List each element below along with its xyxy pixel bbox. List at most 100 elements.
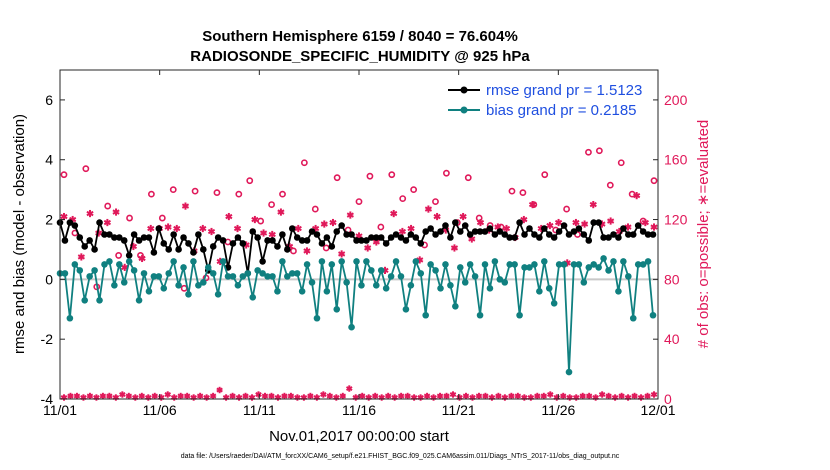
data-point-bias bbox=[155, 273, 163, 280]
obs-evaluated-marker bbox=[378, 394, 385, 401]
data-point-bias bbox=[116, 261, 123, 268]
data-point-bias bbox=[308, 279, 316, 286]
obs-possible-marker bbox=[585, 148, 592, 156]
data-point-rmse bbox=[96, 219, 103, 226]
obs-evaluated-marker bbox=[390, 209, 398, 218]
obs-possible-marker bbox=[606, 181, 614, 189]
obs-evaluated-marker bbox=[203, 394, 210, 401]
data-point-rmse bbox=[397, 234, 405, 241]
data-point-rmse bbox=[629, 231, 637, 238]
x-tick-label: 11/11 bbox=[243, 402, 276, 418]
data-point-bias bbox=[150, 273, 158, 280]
obs-evaluated-marker bbox=[433, 212, 441, 221]
obs-evaluated-marker bbox=[488, 394, 496, 401]
obs-evaluated-marker bbox=[333, 394, 340, 401]
obs-evaluated-marker bbox=[407, 224, 415, 233]
obs-evaluated-marker bbox=[181, 202, 190, 210]
obs-evaluated-marker bbox=[607, 217, 615, 225]
data-point-bias bbox=[560, 261, 568, 268]
data-point-bias bbox=[550, 299, 558, 307]
data-point-rmse bbox=[402, 237, 410, 244]
data-point-rmse bbox=[219, 237, 227, 244]
obs-evaluated-marker bbox=[326, 392, 334, 400]
obs-evaluated-marker bbox=[216, 386, 223, 394]
data-point-bias bbox=[377, 267, 385, 274]
obs-possible-marker bbox=[464, 174, 472, 182]
obs-evaluated-marker bbox=[592, 394, 599, 401]
data-point-bias bbox=[427, 261, 434, 268]
data-point-rmse bbox=[214, 234, 222, 241]
data-point-bias bbox=[392, 258, 400, 265]
obs-evaluated-marker bbox=[145, 394, 152, 401]
data-point-rmse bbox=[185, 240, 192, 247]
data-point-rmse bbox=[333, 228, 341, 235]
data-point-bias bbox=[531, 261, 538, 268]
data-point-rmse bbox=[200, 246, 207, 253]
data-point-bias bbox=[407, 282, 415, 289]
data-point-rmse bbox=[175, 246, 182, 253]
x-axis-label: Nov.01,2017 00:00:00 start bbox=[269, 428, 450, 445]
obs-evaluated-marker bbox=[410, 394, 418, 401]
obs-evaluated-marker bbox=[641, 218, 649, 227]
data-point-bias bbox=[160, 285, 168, 292]
data-point-rmse bbox=[372, 234, 380, 241]
data-point-bias bbox=[368, 267, 375, 274]
data-point-bias bbox=[363, 258, 370, 265]
data-point-rmse bbox=[303, 237, 311, 244]
data-point-bias bbox=[402, 305, 410, 313]
data-point-rmse bbox=[150, 249, 158, 256]
data-point-bias bbox=[333, 305, 341, 313]
data-point-bias bbox=[165, 270, 173, 277]
obs-evaluated-marker bbox=[207, 227, 216, 236]
obs-possible-marker bbox=[191, 187, 199, 195]
data-point-rmse bbox=[145, 234, 153, 241]
obs-evaluated-marker bbox=[60, 212, 68, 221]
data-point-bias bbox=[343, 279, 350, 286]
obs-possible-marker bbox=[300, 159, 308, 167]
y-tick-label-left: -2 bbox=[41, 331, 54, 347]
obs-evaluated-marker bbox=[430, 394, 437, 401]
obs-evaluated-marker bbox=[268, 230, 276, 239]
data-point-bias bbox=[412, 258, 420, 265]
data-point-bias bbox=[61, 270, 69, 277]
data-point-rmse bbox=[368, 234, 375, 241]
obs-evaluated-marker bbox=[358, 392, 366, 400]
data-point-rmse bbox=[61, 237, 69, 244]
obs-evaluated-marker bbox=[572, 394, 580, 401]
data-point-rmse bbox=[190, 249, 197, 256]
data-point-bias bbox=[387, 273, 395, 280]
obs-evaluated-marker bbox=[469, 394, 476, 401]
obs-possible-marker bbox=[519, 189, 527, 197]
obs-evaluated-marker bbox=[251, 215, 259, 224]
obs-evaluated-marker bbox=[329, 218, 337, 227]
obs-evaluated-marker bbox=[93, 394, 100, 401]
obs-evaluated-marker bbox=[618, 392, 625, 400]
data-point-bias bbox=[639, 261, 647, 268]
legend: rmse grand pr = 1.5123 bias grand pr = 0… bbox=[438, 77, 652, 123]
data-point-rmse bbox=[264, 237, 271, 244]
data-point-rmse bbox=[422, 228, 429, 235]
series-lines bbox=[56, 219, 657, 376]
data-point-rmse bbox=[496, 228, 504, 235]
obs-evaluated-marker bbox=[633, 192, 641, 200]
data-point-rmse bbox=[343, 231, 350, 238]
obs-evaluated-marker bbox=[60, 394, 68, 401]
legend-label-rmse: rmse grand pr = 1.5123 bbox=[486, 82, 642, 99]
obs-evaluated-marker bbox=[566, 394, 573, 401]
data-point-bias bbox=[580, 279, 588, 286]
data-point-rmse bbox=[605, 234, 612, 241]
obs-evaluated-marker bbox=[112, 394, 120, 401]
data-point-bias bbox=[382, 285, 390, 292]
data-point-bias bbox=[254, 267, 261, 274]
data-point-rmse bbox=[620, 225, 627, 232]
obs-possible-marker bbox=[169, 186, 177, 194]
data-point-rmse bbox=[407, 231, 415, 238]
obs-evaluated-marker bbox=[398, 227, 407, 236]
obs-evaluated-marker bbox=[294, 224, 302, 233]
obs-evaluated-marker bbox=[521, 394, 528, 401]
obs-possible-marker bbox=[650, 177, 658, 185]
data-point-bias bbox=[649, 311, 657, 319]
data-point-bias bbox=[600, 255, 607, 262]
obs-evaluated-marker bbox=[650, 223, 658, 231]
axes: -4 -2 0 2 4 6 0 40 80 120 160 200 11/01 11/06 11/11 11/… bbox=[41, 70, 688, 418]
